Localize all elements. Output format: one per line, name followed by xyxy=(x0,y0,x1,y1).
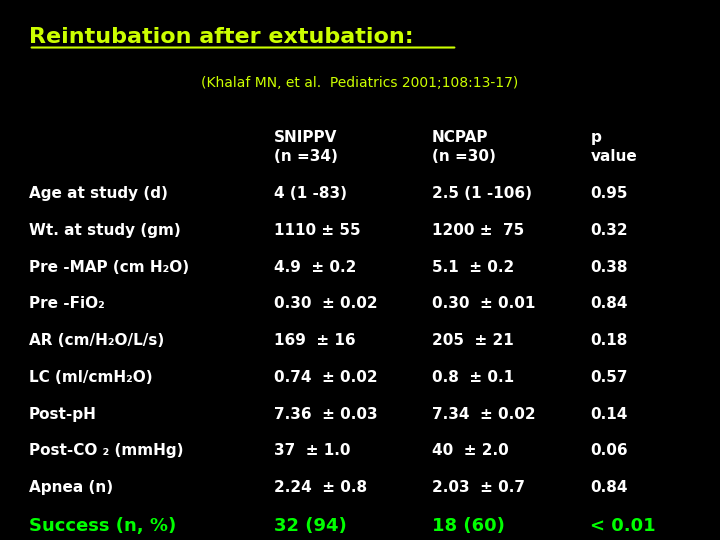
Text: 5.1  ± 0.2: 5.1 ± 0.2 xyxy=(432,260,514,275)
Text: 37  ± 1.0: 37 ± 1.0 xyxy=(274,443,350,458)
Text: 1200 ±  75: 1200 ± 75 xyxy=(432,223,524,238)
Text: 0.30  ± 0.02: 0.30 ± 0.02 xyxy=(274,296,377,312)
Text: 205  ± 21: 205 ± 21 xyxy=(432,333,514,348)
Text: 2.24  ± 0.8: 2.24 ± 0.8 xyxy=(274,480,366,495)
Text: 0.84: 0.84 xyxy=(590,296,628,312)
Text: Pre -FiO₂: Pre -FiO₂ xyxy=(29,296,104,312)
Text: 4 (1 -83): 4 (1 -83) xyxy=(274,186,346,201)
Text: < 0.01: < 0.01 xyxy=(590,517,656,535)
Text: 0.95: 0.95 xyxy=(590,186,628,201)
Text: Wt. at study (gm): Wt. at study (gm) xyxy=(29,223,181,238)
Text: 169  ± 16: 169 ± 16 xyxy=(274,333,355,348)
Text: 0.18: 0.18 xyxy=(590,333,628,348)
Text: 0.57: 0.57 xyxy=(590,370,628,385)
Text: Age at study (d): Age at study (d) xyxy=(29,186,168,201)
Text: 0.8  ± 0.1: 0.8 ± 0.1 xyxy=(432,370,514,385)
Text: 0.84: 0.84 xyxy=(590,480,628,495)
Text: 2.5 (1 -106): 2.5 (1 -106) xyxy=(432,186,532,201)
Text: Pre -MAP (cm H₂O): Pre -MAP (cm H₂O) xyxy=(29,260,189,275)
Text: Success (n, %): Success (n, %) xyxy=(29,517,176,535)
Text: 0.38: 0.38 xyxy=(590,260,628,275)
Text: Apnea (n): Apnea (n) xyxy=(29,480,113,495)
Text: 18 (60): 18 (60) xyxy=(432,517,505,535)
Text: 7.34  ± 0.02: 7.34 ± 0.02 xyxy=(432,407,536,422)
Text: LC (ml/cmH₂O): LC (ml/cmH₂O) xyxy=(29,370,153,385)
Text: p
value: p value xyxy=(590,130,637,164)
Text: 0.74  ± 0.02: 0.74 ± 0.02 xyxy=(274,370,377,385)
Text: 0.14: 0.14 xyxy=(590,407,628,422)
Text: 32 (94): 32 (94) xyxy=(274,517,346,535)
Text: 0.06: 0.06 xyxy=(590,443,628,458)
Text: 4.9  ± 0.2: 4.9 ± 0.2 xyxy=(274,260,356,275)
Text: AR (cm/H₂O/L/s): AR (cm/H₂O/L/s) xyxy=(29,333,164,348)
Text: NCPAP
(n =30): NCPAP (n =30) xyxy=(432,130,496,164)
Text: SNIPPV
(n =34): SNIPPV (n =34) xyxy=(274,130,338,164)
Text: 1110 ± 55: 1110 ± 55 xyxy=(274,223,360,238)
Text: 7.36  ± 0.03: 7.36 ± 0.03 xyxy=(274,407,377,422)
Text: 0.32: 0.32 xyxy=(590,223,628,238)
Text: 0.30  ± 0.01: 0.30 ± 0.01 xyxy=(432,296,536,312)
Text: 2.03  ± 0.7: 2.03 ± 0.7 xyxy=(432,480,525,495)
Text: Post-CO ₂ (mmHg): Post-CO ₂ (mmHg) xyxy=(29,443,184,458)
Text: 40  ± 2.0: 40 ± 2.0 xyxy=(432,443,509,458)
Text: (Khalaf MN, et al.  Pediatrics 2001;108:13-17): (Khalaf MN, et al. Pediatrics 2001;108:1… xyxy=(202,76,518,90)
Text: Reintubation after extubation:: Reintubation after extubation: xyxy=(29,27,413,47)
Text: Post-pH: Post-pH xyxy=(29,407,96,422)
